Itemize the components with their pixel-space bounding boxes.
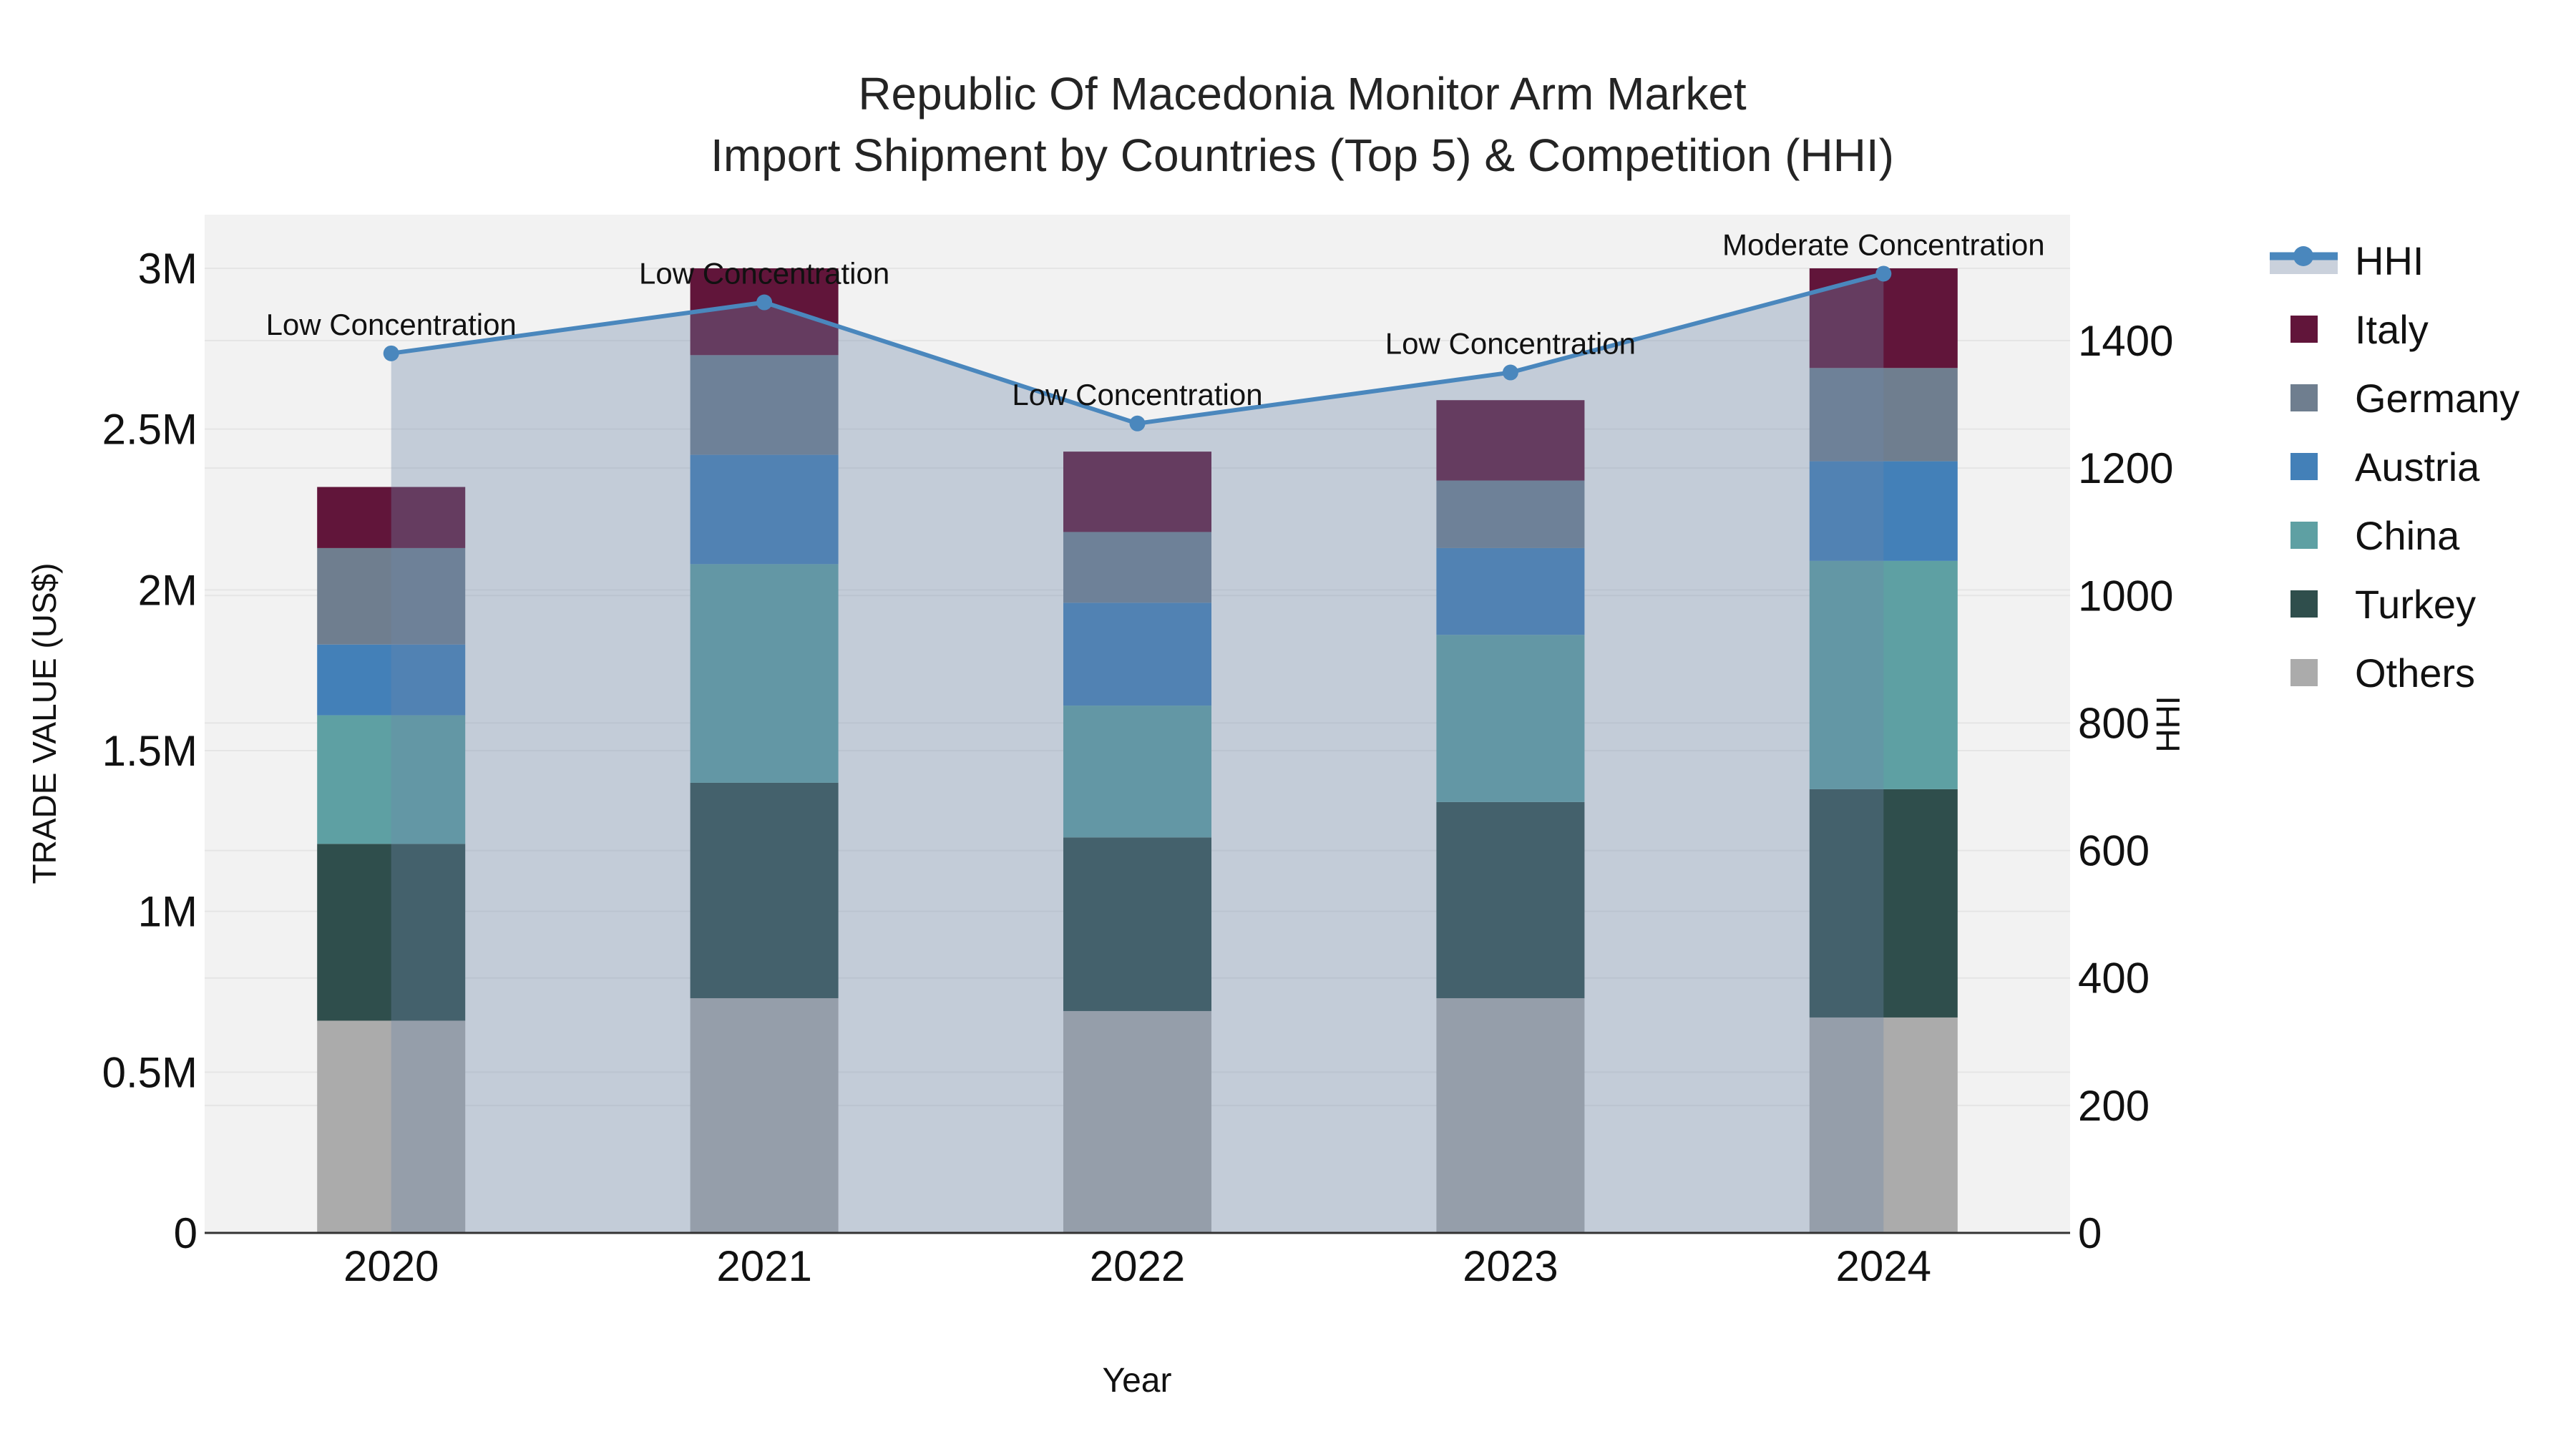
y-left-tick-2M: 2M [138, 566, 197, 614]
y-right-tick-600: 600 [2078, 827, 2150, 875]
legend-item-turkey[interactable]: Turkey [2270, 570, 2519, 638]
legend-swatch-icon [2270, 308, 2338, 351]
bar-segment-austria-2023[interactable] [1436, 547, 1585, 635]
legend-label-others: Others [2355, 650, 2476, 696]
hhi-marker-2020[interactable] [383, 345, 399, 361]
chart-title-line1: Republic Of Macedonia Monitor Arm Market [858, 68, 1747, 119]
legend-swatch-icon [2270, 376, 2338, 419]
bar-segment-italy-2020[interactable] [317, 487, 466, 548]
y-left-axis-title: TRADE VALUE (US$) [26, 562, 63, 884]
y-right-tick-1400: 1400 [2078, 317, 2173, 365]
bar-segment-turkey-2024[interactable] [1809, 789, 1958, 1018]
y-left-tick-3M: 3M [138, 245, 197, 293]
y-right-tick-1000: 1000 [2078, 572, 2173, 620]
bar-segment-china-2022[interactable] [1063, 706, 1211, 838]
legend-item-hhi[interactable]: HHI [2270, 226, 2519, 295]
legend-swatch-others [2290, 659, 2318, 686]
legend-label-hhi: HHI [2355, 238, 2424, 283]
y-right-tick-200: 200 [2078, 1082, 2150, 1130]
legend-item-china[interactable]: China [2270, 501, 2519, 570]
annotation-2023: Low Concentration [1385, 327, 1636, 361]
bar-segment-china-2024[interactable] [1809, 560, 1958, 789]
x-tick-2021: 2021 [716, 1242, 811, 1290]
bar-segment-turkey-2020[interactable] [317, 844, 466, 1021]
bar-segment-austria-2020[interactable] [317, 644, 466, 716]
y-right-tick-800: 800 [2078, 699, 2150, 747]
x-tick-2022: 2022 [1090, 1242, 1185, 1290]
y-right-tick-400: 400 [2078, 955, 2150, 1002]
bar-segment-italy-2023[interactable] [1436, 400, 1585, 481]
annotation-2024: Moderate Concentration [1722, 228, 2045, 261]
legend-item-others[interactable]: Others [2270, 638, 2519, 707]
y-left-tick-1.5M: 1.5M [102, 727, 197, 775]
y-left-tick-0: 0 [174, 1209, 197, 1257]
chart-title-line2: Import Shipment by Countries (Top 5) & C… [711, 130, 1894, 181]
legend-label-germany: Germany [2355, 375, 2520, 421]
bar-segment-germany-2021[interactable] [690, 355, 839, 455]
x-tick-2024: 2024 [1836, 1242, 1931, 1290]
legend-swatch-china [2290, 522, 2318, 549]
bar-segment-china-2020[interactable] [317, 715, 466, 844]
bar-segment-others-2021[interactable] [690, 997, 839, 1233]
bar-segment-china-2023[interactable] [1436, 635, 1585, 802]
legend-swatch-icon [2270, 582, 2338, 625]
bar-segment-turkey-2023[interactable] [1436, 801, 1585, 998]
legend-label-china: China [2355, 512, 2460, 558]
bar-segment-austria-2022[interactable] [1063, 602, 1211, 706]
chart-title: Republic Of Macedonia Monitor Arm Market… [711, 63, 1894, 186]
bar-segment-turkey-2022[interactable] [1063, 837, 1211, 1011]
bar-segment-austria-2021[interactable] [690, 454, 839, 565]
legend-swatch-germany [2290, 384, 2318, 411]
y-right-tick-1200: 1200 [2078, 444, 2173, 492]
bar-segment-austria-2024[interactable] [1809, 461, 1958, 561]
bar-segment-italy-2021[interactable] [690, 268, 839, 356]
bar-segment-germany-2022[interactable] [1063, 532, 1211, 603]
y-left-tick-1M: 1M [138, 888, 197, 936]
legend: HHI Italy Germany Austria China Turkey Others [2270, 226, 2519, 707]
x-tick-2023: 2023 [1463, 1242, 1558, 1290]
bar-segment-others-2020[interactable] [317, 1020, 466, 1233]
x-axis-title: Year [1103, 1362, 1172, 1400]
x-tick-2020: 2020 [343, 1242, 439, 1290]
hhi-area-fill [391, 273, 1884, 1234]
bar-segment-germany-2020[interactable] [317, 547, 466, 645]
legend-swatch-icon [2270, 514, 2338, 557]
y-left-tick-0.5M: 0.5M [102, 1048, 197, 1096]
hhi-marker-2023[interactable] [1502, 364, 1518, 381]
legend-swatch-turkey [2290, 590, 2318, 618]
bar-segment-others-2024[interactable] [1809, 1017, 1958, 1233]
y-left-tick-2.5M: 2.5M [102, 406, 197, 454]
legend-item-germany[interactable]: Germany [2270, 364, 2519, 432]
bar-segment-others-2023[interactable] [1436, 997, 1585, 1233]
bar-segment-germany-2024[interactable] [1809, 368, 1958, 462]
hhi-marker-2022[interactable] [1129, 415, 1146, 431]
bar-segment-italy-2022[interactable] [1063, 452, 1211, 532]
annotation-2021: Low Concentration [639, 257, 889, 291]
legend-item-austria[interactable]: Austria [2270, 432, 2519, 501]
hhi-line-marker-icon [2270, 239, 2338, 282]
legend-swatch-icon [2270, 445, 2338, 488]
bar-segment-china-2021[interactable] [690, 564, 839, 783]
hhi-marker-2021[interactable] [756, 294, 773, 311]
legend-swatch-italy [2290, 316, 2318, 343]
bar-segment-others-2022[interactable] [1063, 1010, 1211, 1233]
bar-segment-turkey-2021[interactable] [690, 782, 839, 998]
legend-swatch-icon [2270, 651, 2338, 694]
y-right-axis-title: HHI [2150, 696, 2187, 752]
y-right-tick-0: 0 [2078, 1209, 2102, 1257]
legend-label-turkey: Turkey [2355, 581, 2477, 627]
legend-label-italy: Italy [2355, 306, 2429, 352]
annotation-2022: Low Concentration [1012, 378, 1262, 411]
legend-swatch-austria [2290, 453, 2318, 480]
legend-item-italy[interactable]: Italy [2270, 295, 2519, 364]
hhi-marker-2024[interactable] [1875, 265, 1892, 282]
bar-segment-germany-2023[interactable] [1436, 480, 1585, 548]
legend-label-austria: Austria [2355, 444, 2480, 489]
annotation-2020: Low Concentration [266, 308, 517, 341]
